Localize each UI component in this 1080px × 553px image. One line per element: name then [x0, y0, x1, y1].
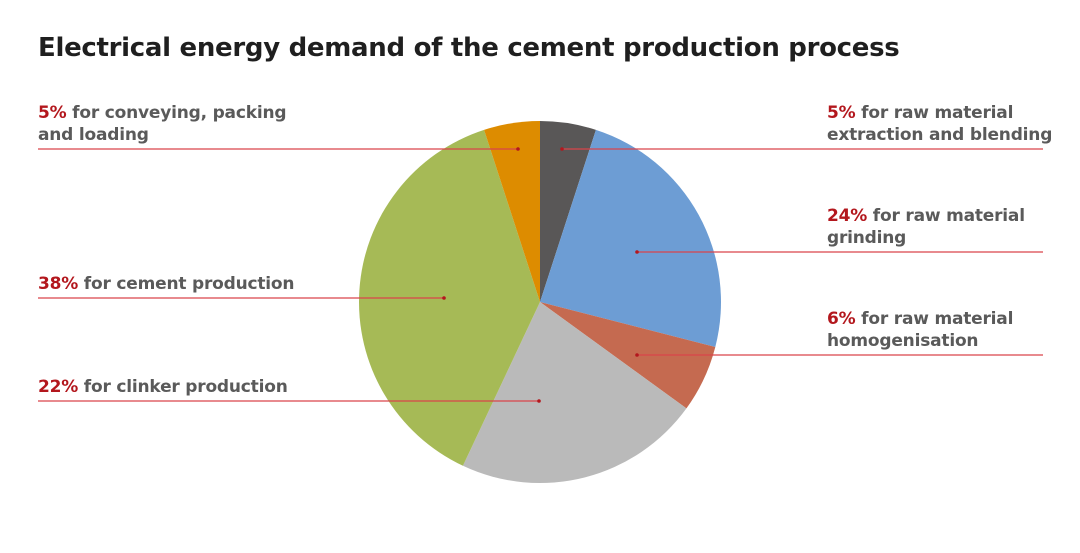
leader-dot: [516, 147, 520, 151]
label-text: for clinker production: [78, 377, 288, 397]
label-percent: 6%: [827, 309, 856, 329]
label-text: for raw material: [855, 309, 1014, 329]
label-extraction-blending: 5% for raw material extraction and blend…: [827, 102, 1052, 146]
label-cement-production: 38% for cement production: [38, 273, 295, 295]
label-text-line2: grinding: [827, 228, 907, 248]
label-text: for conveying, packing: [66, 103, 287, 123]
label-homogenisation: 6% for raw material homogenisation: [827, 308, 1013, 352]
pie-slice: [540, 121, 596, 302]
label-percent: 24%: [827, 206, 868, 226]
leader-dot: [537, 399, 541, 403]
label-percent: 38%: [38, 274, 79, 294]
pie-slice: [484, 121, 540, 302]
pie-slice: [462, 302, 687, 483]
pie-slice: [540, 129, 721, 348]
label-raw-grinding: 24% for raw material grinding: [827, 205, 1025, 249]
leader-dot: [442, 296, 446, 300]
label-text: for cement production: [78, 274, 295, 294]
leader-lines: [38, 147, 1043, 403]
leader-dot: [560, 147, 564, 151]
label-percent: 5%: [38, 103, 67, 123]
chart-title: Electrical energy demand of the cement p…: [38, 33, 900, 63]
label-clinker-production: 22% for clinker production: [38, 376, 288, 398]
pie-slice: [359, 129, 540, 466]
label-text: for raw material: [867, 206, 1025, 226]
leader-dot: [635, 250, 639, 254]
label-text: for raw material: [855, 103, 1014, 123]
label-conveying-packing-loading: 5% for conveying, packing and loading: [38, 102, 287, 146]
label-text-line2: homogenisation: [827, 331, 979, 351]
pie-slices: [359, 121, 721, 483]
label-percent: 22%: [38, 377, 79, 397]
label-text-line2: extraction and blending: [827, 125, 1053, 145]
label-percent: 5%: [827, 103, 856, 123]
label-text-line2: and loading: [38, 125, 149, 145]
pie-slice: [540, 302, 716, 409]
leader-dot: [635, 353, 639, 357]
